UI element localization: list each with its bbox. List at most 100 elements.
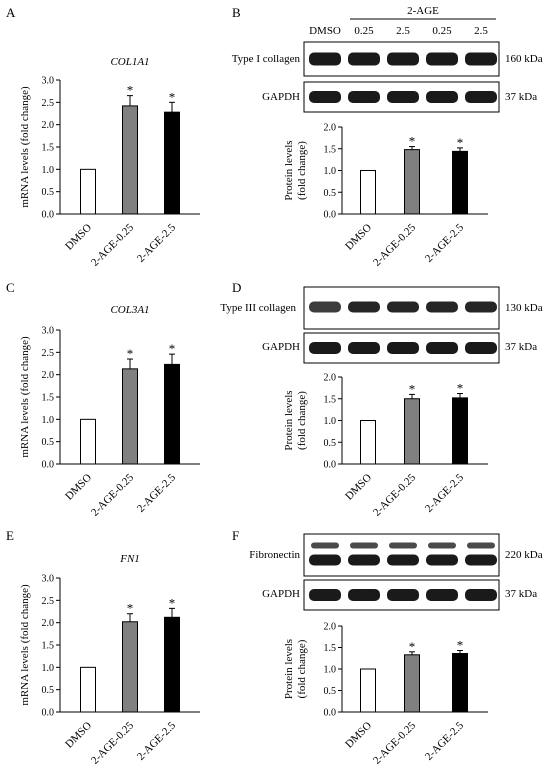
y-tick-label: 0.0 [42, 460, 55, 471]
y-tick-label: 0.0 [42, 708, 55, 719]
bar-2-age-0.25 [404, 398, 420, 465]
x-tick-label: 2-AGE-0.25 [371, 471, 419, 519]
bar-charts: COL1A1 0.0 0.5 1.0 1.5 2.0 2.5 3.0 mRNA levels (… [19, 56, 488, 767]
lane-label-4: 0.25 [432, 25, 452, 37]
x-tick-label: DMSO [63, 472, 94, 503]
x-tick-label: 2-AGE-0.25 [89, 221, 137, 269]
blot-lane-header-b: 2-AGE DMSO 0.25 2.5 0.25 2.5 [309, 5, 496, 37]
blot-size-type-iii-collagen: 130 kDa [505, 302, 543, 314]
x-tick-label: DMSO [343, 472, 374, 503]
y-tick-label: 2.0 [324, 373, 337, 384]
band-type-i-collagen [426, 52, 458, 66]
y-axis-label: mRNA levels (fold change) [19, 584, 31, 706]
band-type-i-collagen [309, 52, 341, 66]
panel-letter-a: A [6, 5, 16, 20]
y-tick-label: 1.5 [324, 643, 337, 654]
y-tick-label: 0.5 [42, 437, 55, 448]
bar-dmso [360, 170, 376, 215]
y-tick-label: 2.5 [42, 98, 55, 109]
band-type-iii-collagen [309, 301, 341, 313]
bar-dmso [360, 668, 376, 713]
blot-label-fibronectin: Fibronectin [249, 549, 300, 561]
x-tick-label: DMSO [343, 222, 374, 253]
y-axis-label-line1: Protein levels [283, 140, 295, 200]
bar-dmso [80, 168, 96, 215]
y-tick-label: 1.0 [42, 165, 55, 176]
bar-2-age-0.25 [122, 105, 138, 215]
x-tick-label: 2-AGE-0.25 [371, 221, 419, 269]
significance-marker: * [127, 346, 134, 361]
panel-letter-b: B [232, 5, 241, 20]
y-axis-label-line2: (fold change) [296, 639, 308, 698]
y-tick-label: 0.5 [42, 685, 55, 696]
y-tick-label: 0.0 [324, 460, 337, 471]
y-tick-label: 0.0 [324, 210, 337, 221]
y-tick-label: 2.0 [42, 370, 55, 381]
y-tick-label: 1.5 [42, 143, 55, 154]
blot-size-type-i-collagen: 160 kDa [505, 53, 543, 65]
lane-label-2: 0.25 [354, 25, 374, 37]
chart-title: COL3A1 [110, 304, 149, 316]
band-type-iii-collagen [426, 301, 458, 313]
x-tick-label: 2-AGE-0.25 [89, 471, 137, 519]
significance-marker: * [169, 89, 176, 104]
bar-2-age-2.5 [452, 653, 468, 713]
band-type-i-collagen [387, 52, 419, 66]
y-tick-label: 1.0 [324, 416, 337, 427]
band-fibronectin-upper [311, 542, 339, 549]
band-fibronectin-upper [350, 542, 378, 549]
bar-dmso [80, 666, 96, 713]
x-tick-label: 2-AGE-2.5 [135, 471, 179, 515]
band-fibronectin-upper [467, 542, 495, 549]
significance-marker: * [169, 595, 176, 610]
y-tick-label: 2.0 [42, 618, 55, 629]
band-gapdh-d [309, 342, 341, 354]
y-axis-label: mRNA levels (fold change) [19, 86, 31, 208]
y-tick-label: 2.5 [42, 596, 55, 607]
x-tick-label: 2-AGE-0.25 [89, 719, 137, 767]
bar-chart-b: 0.0 0.5 1.0 1.5 2.0 Protein levels(fold chang… [283, 123, 488, 269]
blot-label-gapdh-d: GAPDH [262, 341, 300, 353]
x-tick-label: 2-AGE-0.25 [371, 719, 419, 767]
band-gapdh-d [426, 342, 458, 354]
y-tick-label: 3.0 [42, 574, 55, 585]
band-gapdh-f [465, 589, 497, 601]
significance-marker: * [409, 381, 416, 396]
bar-2-age-0.25 [404, 654, 420, 713]
significance-marker: * [127, 601, 134, 616]
significance-marker: * [457, 638, 464, 653]
band-gapdh-b [426, 91, 458, 103]
bar-2-age-2.5 [164, 616, 180, 713]
band-gapdh-d [348, 342, 380, 354]
y-axis-label-line1: Protein levels [283, 390, 295, 450]
blot-label-gapdh-b: GAPDH [262, 91, 300, 103]
blot-label-gapdh-f: GAPDH [262, 588, 300, 600]
bar-2-age-2.5 [452, 150, 468, 215]
y-tick-label: 0.5 [42, 187, 55, 198]
y-tick-label: 1.0 [42, 415, 55, 426]
band-type-iii-collagen [387, 301, 419, 313]
bar-chart-e: FN1 0.0 0.5 1.0 1.5 2.0 2.5 3.0 mRNA levels (fol… [19, 553, 200, 767]
bar-2-age-0.25 [122, 368, 138, 465]
blot-label-type-iii-collagen: Type III collagen [220, 302, 296, 314]
band-gapdh-f [348, 589, 380, 601]
band-gapdh-b [309, 91, 341, 103]
group-label: 2-AGE [407, 5, 439, 17]
band-fibronectin [465, 554, 497, 566]
band-gapdh-b [387, 91, 419, 103]
panel-letter-c: C [6, 280, 15, 295]
bar-2-age-0.25 [404, 149, 420, 215]
y-axis-label: Protein levels(fold change) [283, 390, 308, 450]
band-gapdh-b [465, 91, 497, 103]
significance-marker: * [127, 83, 134, 98]
y-axis-label: Protein levels(fold change) [283, 639, 308, 699]
x-tick-label: DMSO [343, 720, 374, 751]
y-tick-label: 0.5 [324, 686, 337, 697]
x-tick-label: 2-AGE-2.5 [423, 719, 467, 763]
y-tick-label: 2.0 [324, 123, 337, 134]
band-fibronectin-upper [389, 542, 417, 549]
significance-marker: * [409, 639, 416, 654]
band-gapdh-d [465, 342, 497, 354]
significance-marker: * [169, 341, 176, 356]
